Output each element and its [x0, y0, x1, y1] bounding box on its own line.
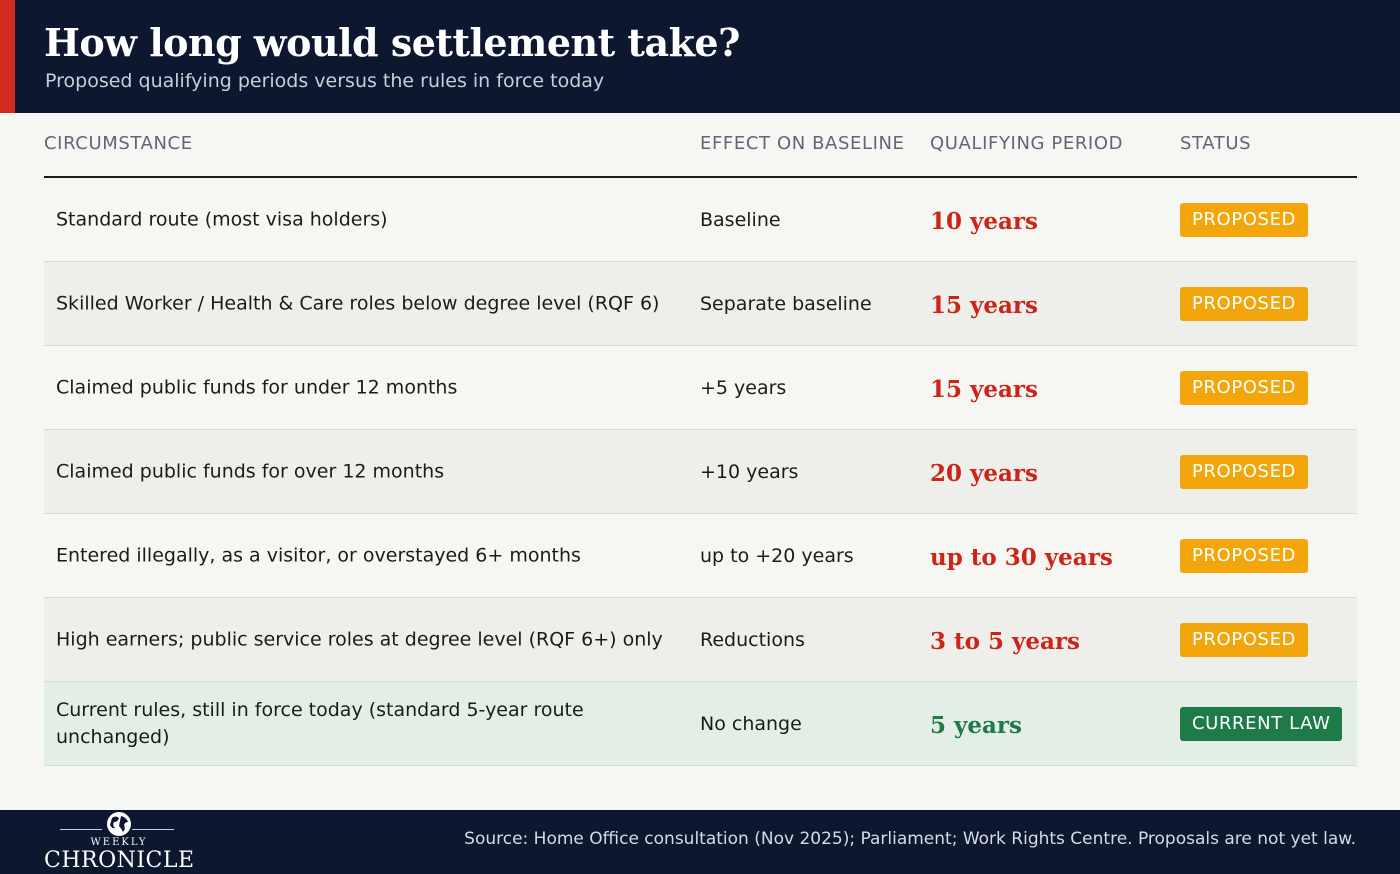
header-accent-bar	[0, 0, 15, 113]
effect-cell: No change	[700, 712, 802, 735]
period-cell: 15 years	[930, 291, 1038, 319]
table-row: Claimed public funds for over 12 months …	[44, 430, 1357, 514]
circumstance-cell: High earners; public service roles at de…	[56, 628, 663, 650]
table-row: High earners; public service roles at de…	[44, 598, 1357, 682]
effect-cell: +10 years	[700, 460, 799, 483]
circumstance-cell: Standard route (most visa holders)	[56, 208, 388, 230]
table-body: Standard route (most visa holders) Basel…	[44, 178, 1357, 766]
publication-logo: WEEKLY CHRONICLE	[44, 810, 204, 874]
column-header-period: QUALIFYING PERIOD	[930, 133, 1124, 154]
circumstance-cell: Claimed public funds for under 12 months	[56, 376, 458, 398]
logo-chronicle: CHRONICLE	[44, 848, 195, 873]
status-badge: PROPOSED	[1180, 202, 1309, 237]
column-header-effect: EFFECT ON BASELINE	[700, 133, 905, 154]
source-note: Source: Home Office consultation (Nov 20…	[464, 829, 1356, 849]
column-header-circumstance: CIRCUMSTANCE	[44, 133, 193, 154]
period-cell: 10 years	[930, 207, 1038, 235]
column-header-status: STATUS	[1180, 133, 1252, 154]
table-row: Skilled Worker / Health & Care roles bel…	[44, 262, 1357, 346]
period-cell: 20 years	[930, 459, 1038, 487]
page-subtitle: Proposed qualifying periods versus the r…	[45, 70, 605, 92]
table-row: Entered illegally, as a visitor, or over…	[44, 514, 1357, 598]
circumstance-cell: Current rules, still in force today (sta…	[56, 698, 584, 748]
period-cell: up to 30 years	[930, 543, 1113, 571]
table-row: Claimed public funds for under 12 months…	[44, 346, 1357, 430]
header-banner: How long would settlement take? Proposed…	[0, 0, 1400, 113]
logo-rule-right	[132, 829, 174, 830]
header-rule	[44, 176, 1357, 178]
effect-cell: up to +20 years	[700, 544, 854, 567]
circumstance-cell: Skilled Worker / Health & Care roles bel…	[56, 292, 660, 314]
table-row-current-law: Current rules, still in force today (sta…	[44, 682, 1357, 766]
status-badge: PROPOSED	[1180, 286, 1309, 321]
status-badge: PROPOSED	[1180, 538, 1309, 573]
period-cell: 15 years	[930, 375, 1038, 403]
period-cell: 5 years	[930, 711, 1022, 739]
logo-rule-left	[60, 829, 102, 830]
effect-cell: +5 years	[700, 376, 787, 399]
circumstance-cell: Claimed public funds for over 12 months	[56, 460, 445, 482]
status-badge: PROPOSED	[1180, 622, 1309, 657]
effect-cell: Reductions	[700, 628, 805, 651]
effect-cell: Separate baseline	[700, 292, 872, 315]
effect-cell: Baseline	[700, 208, 781, 231]
page-title: How long would settlement take?	[44, 20, 740, 65]
period-cell: 3 to 5 years	[930, 627, 1080, 655]
footer-bar: WEEKLY CHRONICLE Source: Home Office con…	[0, 810, 1400, 874]
globe-icon	[107, 812, 131, 836]
table-row: Standard route (most visa holders) Basel…	[44, 178, 1357, 262]
status-badge: PROPOSED	[1180, 454, 1309, 489]
status-badge: PROPOSED	[1180, 370, 1309, 405]
circumstance-cell: Entered illegally, as a visitor, or over…	[56, 544, 581, 566]
status-badge: CURRENT LAW	[1180, 706, 1343, 741]
logo-weekly: WEEKLY	[90, 837, 148, 848]
